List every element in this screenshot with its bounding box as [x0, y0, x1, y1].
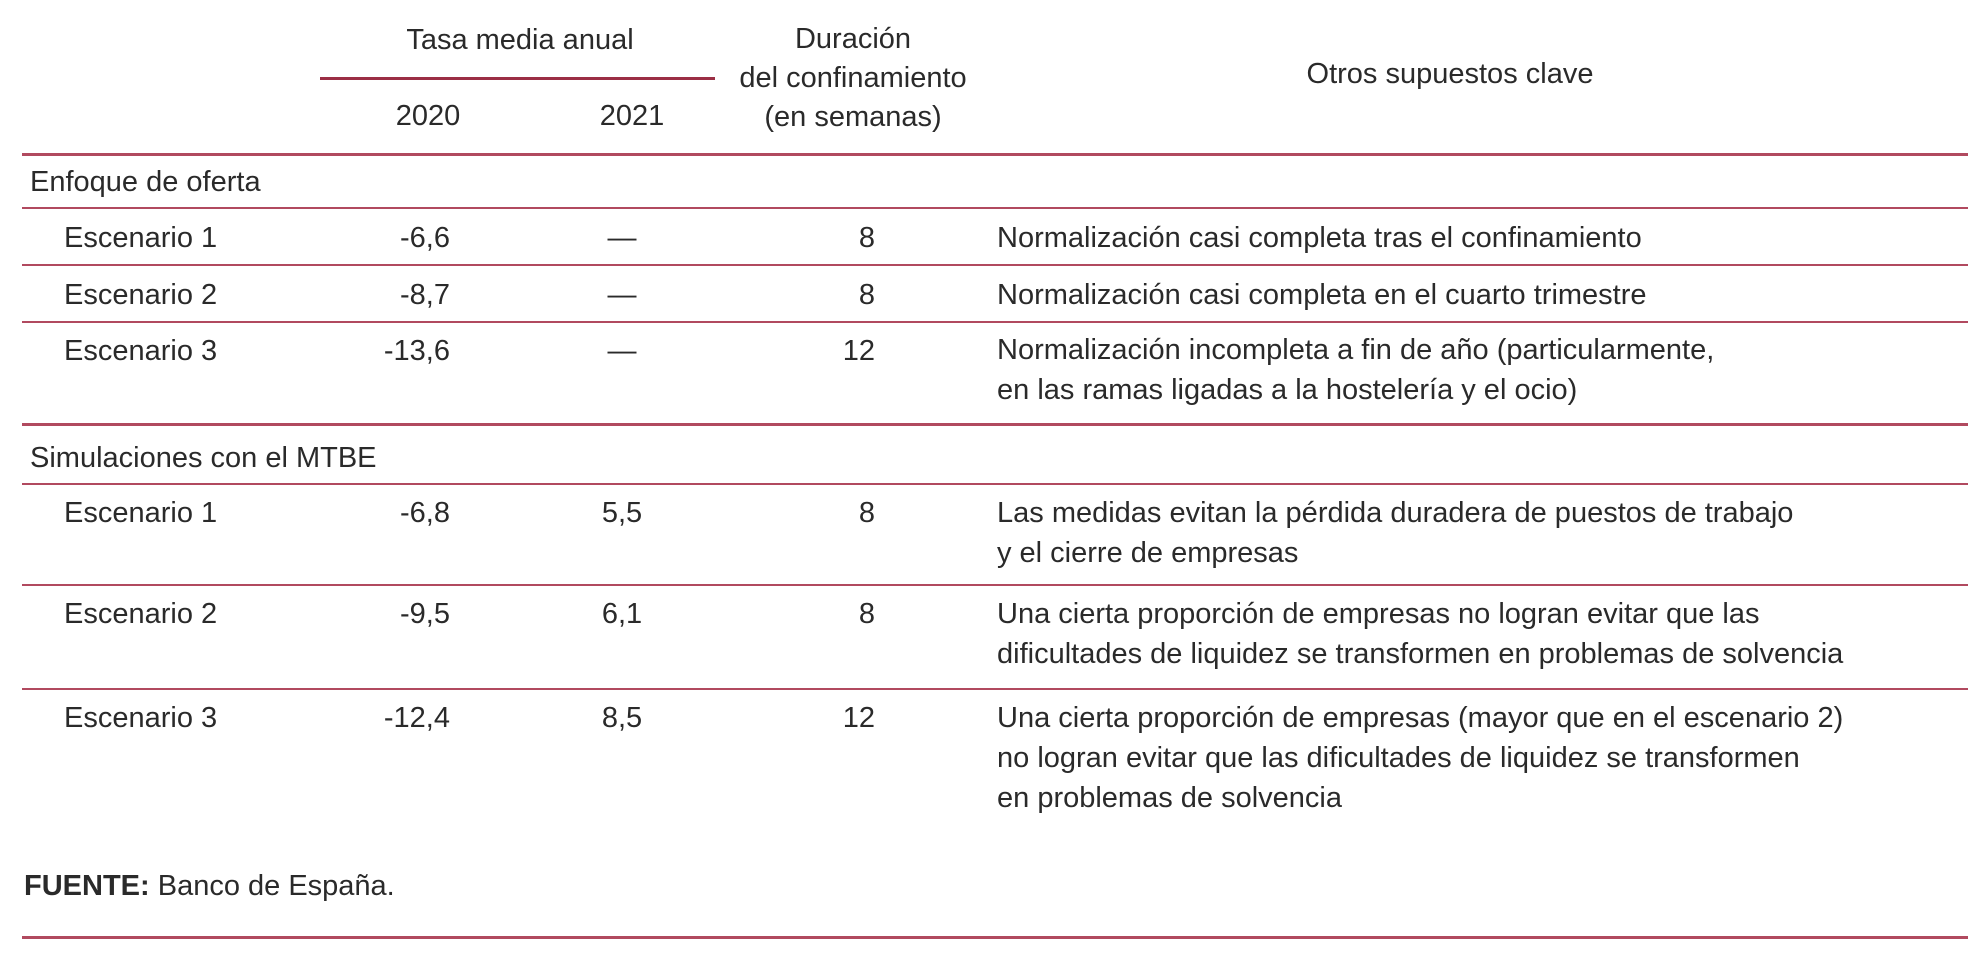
header-duration: Duración del confinamiento (en semanas) — [718, 20, 988, 137]
note-line: Una cierta proporción de empresas (mayor… — [997, 702, 1844, 734]
cell-2021: — — [607, 222, 637, 254]
source-note: FUENTE: Banco de España. — [24, 870, 395, 903]
header-year-2021: 2021 — [599, 100, 665, 132]
cell-2021: 5,5 — [601, 497, 643, 529]
cell-notes: Una cierta proporción de empresas (mayor… — [997, 698, 1843, 818]
cell-weeks: 12 — [842, 335, 875, 367]
row-label: Escenario 2 — [64, 598, 218, 630]
source-label: FUENTE: — [24, 870, 150, 902]
cell-notes: Normalización casi completa tras el conf… — [997, 218, 1642, 258]
note-line: Normalización casi completa tras el conf… — [997, 222, 1642, 254]
row-label: Escenario 3 — [64, 335, 218, 367]
cell-notes: Normalización incompleta a fin de año (p… — [997, 330, 1714, 410]
cell-2020: -12,4 — [383, 702, 450, 734]
row-label: Escenario 3 — [64, 702, 218, 734]
row-divider — [22, 584, 1968, 586]
header-duration-line: del confinamiento — [739, 62, 967, 94]
row-label: Escenario 1 — [64, 222, 218, 254]
row-divider — [22, 264, 1968, 266]
cell-2020: -8,7 — [400, 279, 450, 311]
cell-weeks: 8 — [858, 222, 875, 254]
note-line: Normalización incompleta a fin de año (p… — [997, 334, 1715, 366]
cell-2020: -6,8 — [400, 497, 450, 529]
section-title: Enfoque de oferta — [30, 166, 261, 198]
note-line: Una cierta proporción de empresas no log… — [997, 598, 1760, 630]
header-bottom-rule — [22, 153, 1968, 156]
cell-notes: Las medidas evitan la pérdida duradera d… — [997, 493, 1793, 573]
header-duration-line: Duración — [794, 23, 912, 55]
note-line: en las ramas ligadas a la hostelería y e… — [997, 374, 1578, 406]
row-divider — [22, 321, 1968, 323]
row-label: Escenario 2 — [64, 279, 218, 311]
cell-weeks: 8 — [858, 279, 875, 311]
cell-2021: — — [607, 335, 637, 367]
note-line: dificultades de liquidez se transformen … — [997, 638, 1844, 670]
row-divider — [22, 207, 1968, 209]
cell-notes: Una cierta proporción de empresas no log… — [997, 594, 1843, 674]
note-line: Las medidas evitan la pérdida duradera d… — [997, 497, 1794, 529]
cell-2021: — — [607, 279, 637, 311]
section-rule — [22, 423, 1968, 426]
row-divider — [22, 483, 1968, 485]
header-other: Otros supuestos clave — [1306, 58, 1594, 90]
section-title: Simulaciones con el MTBE — [30, 442, 377, 474]
cell-2020: -6,6 — [400, 222, 450, 254]
header-rate-group: Tasa media anual — [406, 24, 634, 56]
cell-notes: Normalización casi completa en el cuarto… — [997, 275, 1647, 315]
cell-weeks: 8 — [858, 598, 875, 630]
cell-weeks: 8 — [858, 497, 875, 529]
cell-2021: 6,1 — [601, 598, 643, 630]
cell-2020: -13,6 — [383, 335, 450, 367]
header-year-2020: 2020 — [395, 100, 461, 132]
footer-rule — [22, 936, 1968, 939]
row-label: Escenario 1 — [64, 497, 218, 529]
header-group-rule — [320, 77, 715, 80]
cell-2021: 8,5 — [601, 702, 643, 734]
source-text: Banco de España. — [149, 870, 395, 902]
note-line: Normalización casi completa en el cuarto… — [997, 279, 1647, 311]
header-duration-line: (en semanas) — [764, 101, 942, 133]
row-divider — [22, 688, 1968, 690]
cell-2020: -9,5 — [400, 598, 450, 630]
note-line: en problemas de solvencia — [997, 782, 1342, 814]
cell-weeks: 12 — [842, 702, 875, 734]
note-line: no logran evitar que las dificultades de… — [997, 742, 1800, 774]
note-line: y el cierre de empresas — [997, 537, 1299, 569]
